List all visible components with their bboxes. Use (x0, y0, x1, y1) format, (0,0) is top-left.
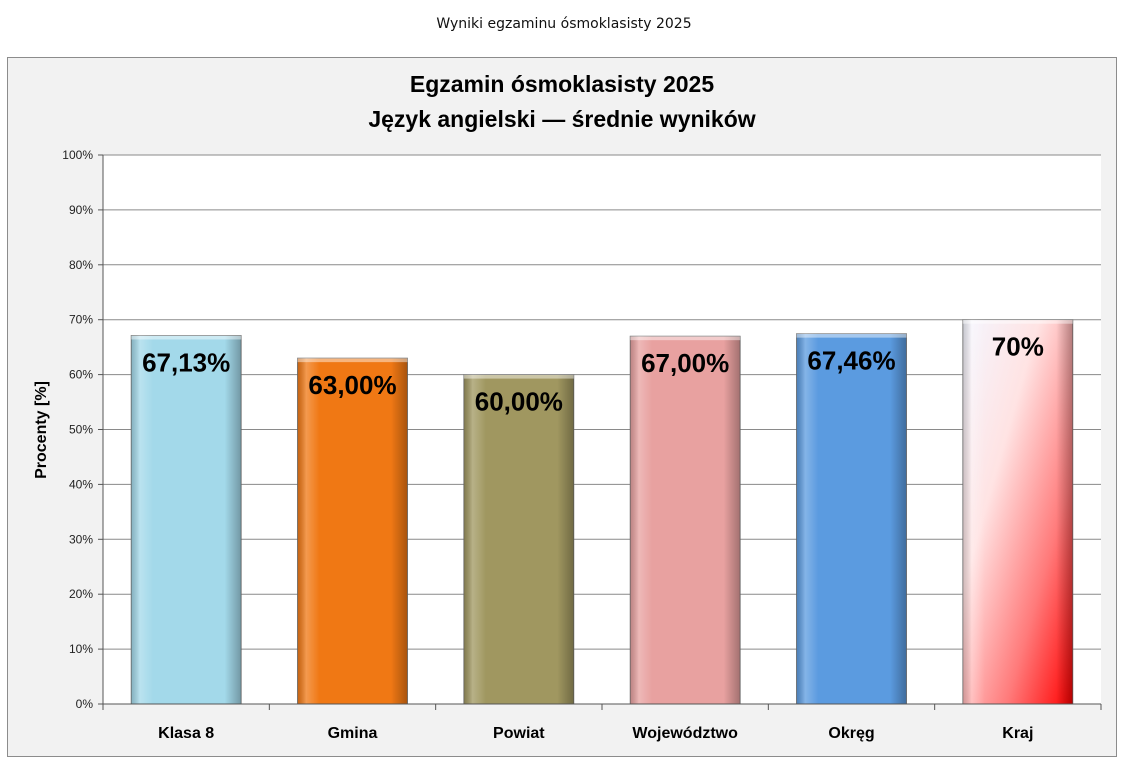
y-axis-label: Procenty [%] (33, 381, 50, 479)
bar-top-highlight (463, 374, 574, 379)
y-tick-label: 80% (69, 258, 93, 272)
data-label: 67,13% (142, 347, 230, 377)
data-label: 63,00% (308, 370, 396, 400)
x-tick-label: Klasa 8 (158, 725, 214, 742)
bar-top-highlight (297, 358, 408, 363)
bar-top-highlight (131, 335, 242, 340)
chart-subtitle: Język angielski — średnie wyników (368, 106, 755, 132)
data-label: 70% (992, 332, 1044, 362)
y-tick-label: 60% (69, 368, 93, 382)
y-tick-label: 10% (69, 642, 93, 656)
bar-top-highlight (796, 333, 907, 338)
page-header: Wyniki egzaminu ósmoklasisty 2025 (436, 16, 692, 32)
data-labels: 67,13% 63,00% 60,00% 67,00% 67,46% 70% (142, 332, 1044, 417)
chart-title: Egzamin ósmoklasisty 2025 (410, 71, 714, 97)
y-tick-label: 50% (69, 423, 93, 437)
bar-bevel (962, 319, 1073, 704)
bars (130, 319, 1074, 705)
bar-top-highlight (962, 319, 1073, 324)
x-tick-label: Kraj (1002, 725, 1033, 742)
y-tick-label: 0% (76, 697, 94, 711)
x-tick-label: Okręg (828, 725, 874, 742)
y-axis-ticks: 0% 10% 20% 30% 40% 50% 60% 70% 80% 90% 100% (62, 148, 104, 711)
bar-bevel (796, 333, 907, 704)
bar-bevel (131, 335, 242, 704)
y-tick-label: 70% (69, 313, 93, 327)
bar-bevel (463, 374, 574, 704)
data-label: 60,00% (475, 387, 563, 417)
data-label: 67,46% (807, 346, 895, 376)
y-tick-label: 20% (69, 587, 93, 601)
x-tick-label: Powiat (493, 725, 545, 742)
x-axis-ticks: Klasa 8 Gmina Powiat Województwo Okręg Kraj (102, 703, 1102, 742)
bar-top-highlight (630, 336, 741, 341)
x-tick-label: Gmina (328, 725, 378, 742)
y-tick-label: 30% (69, 532, 93, 546)
data-label: 67,00% (641, 348, 729, 378)
x-tick-label: Województwo (632, 725, 738, 742)
y-tick-label: 100% (62, 148, 93, 162)
y-tick-label: 90% (69, 203, 93, 217)
bar-bevel (630, 336, 741, 704)
gridlines (103, 154, 1101, 705)
y-tick-label: 40% (69, 477, 93, 491)
bar-bevel (297, 358, 408, 704)
